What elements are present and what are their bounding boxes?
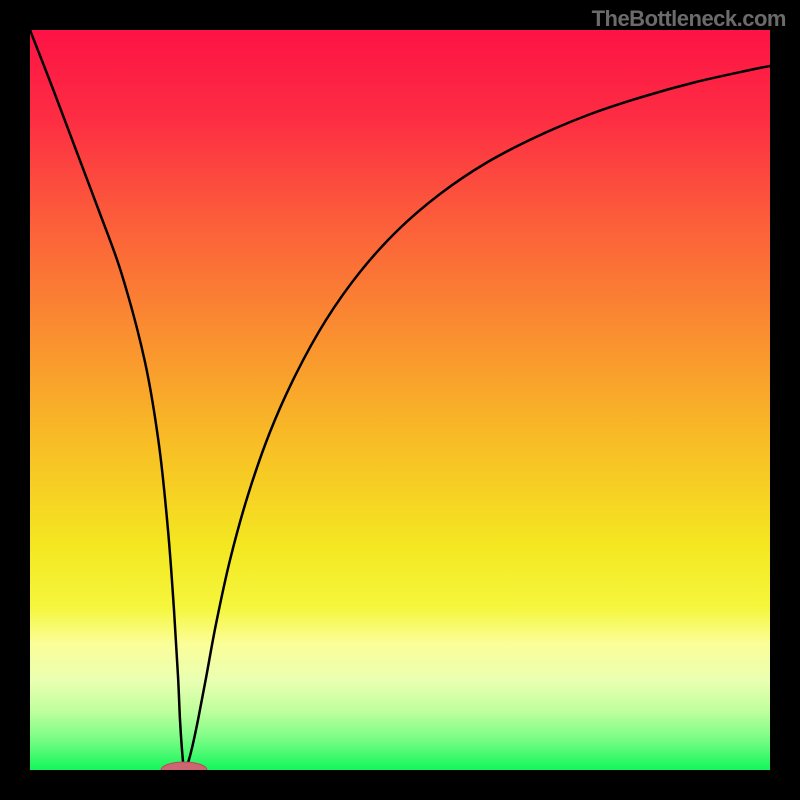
chart-root: TheBottleneck.com <box>0 0 800 800</box>
chart-svg <box>0 0 800 800</box>
gradient-background <box>30 30 770 770</box>
plot-area <box>30 30 770 778</box>
watermark: TheBottleneck.com <box>592 6 786 32</box>
